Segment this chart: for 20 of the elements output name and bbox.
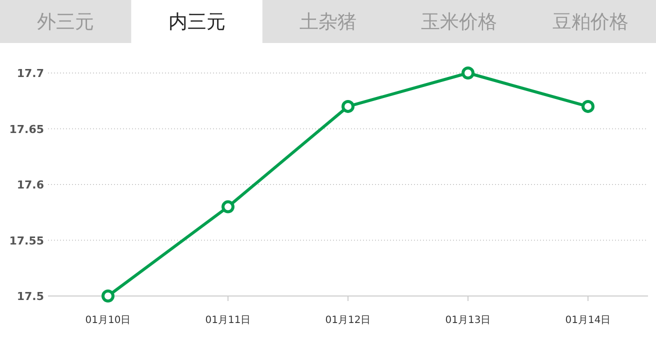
point — [582, 100, 594, 113]
text: 外三元 — [37, 11, 94, 33]
x-tick-label: 01月13日 — [445, 315, 491, 326]
x-tick-label: 01月10日 — [85, 315, 131, 326]
y-tick-label: 17.5 — [16, 290, 44, 303]
x-tick-label: 01月11日 — [205, 315, 251, 326]
y-tick-label: 17.7 — [16, 67, 44, 80]
y-tick-label: 17.65 — [9, 122, 44, 136]
text: 豆粕价格 — [552, 11, 628, 33]
point — [342, 100, 354, 113]
point — [222, 200, 234, 214]
text: 玉米价格 — [421, 11, 498, 33]
text: 内三元 — [168, 11, 226, 33]
point — [102, 290, 114, 302]
x-tick-label: 01月12日 — [325, 315, 371, 326]
x-tick-label: 01月14日 — [565, 315, 611, 326]
y-tick-label: 17.55 — [9, 234, 44, 248]
text: 土杂猪 — [300, 11, 356, 33]
point — [462, 66, 474, 80]
y-tick-label: 17.6 — [16, 178, 44, 192]
